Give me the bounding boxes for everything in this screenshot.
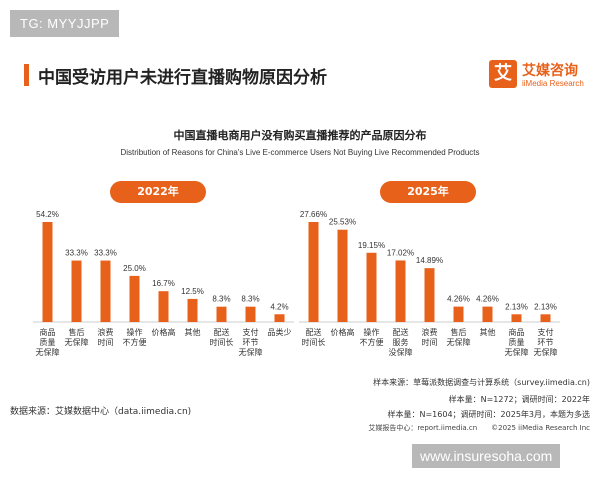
tick-label-1-3: 配送服务没保障 xyxy=(389,327,413,357)
tick-label-0-4: 价格高 xyxy=(152,327,176,337)
data-label-0-3: 25.0% xyxy=(123,264,146,273)
bar-1-4 xyxy=(424,268,435,322)
tick-label-1-6: 其他 xyxy=(480,327,496,337)
page-title: 中国受访用户未进行直播购物原因分析 xyxy=(38,68,327,88)
bar-0-4 xyxy=(158,291,169,322)
tick-label-0-7: 支付环节无保障 xyxy=(239,327,263,357)
panel-label-2025: 2025年 xyxy=(380,181,476,203)
tick-label-1-5: 售后无保障 xyxy=(447,327,471,347)
panel-label-2022: 2022年 xyxy=(110,181,206,203)
tick-label-0-5: 其他 xyxy=(185,327,201,337)
data-label-1-4: 14.89% xyxy=(416,256,443,265)
bar-0-6 xyxy=(216,306,227,322)
tick-label-1-0: 配送时间长 xyxy=(302,327,326,347)
data-label-1-6: 4.26% xyxy=(476,295,499,304)
bar-1-5 xyxy=(453,306,464,322)
bar-0-5 xyxy=(187,298,198,322)
tick-label-0-1: 售后无保障 xyxy=(65,327,89,347)
chart-subtitle: Distribution of Reasons for China's Live… xyxy=(120,148,480,157)
data-source: 数据来源：艾媒数据中心（data.iimedia.cn) xyxy=(10,407,192,417)
sample-size-2022: 样本量：N=1272；调研时间：2022年 xyxy=(448,395,590,404)
tick-label-1-7: 商品质量无保障 xyxy=(505,327,529,357)
data-label-0-5: 12.5% xyxy=(181,287,204,296)
bar-1-3 xyxy=(395,260,406,322)
bar-0-3 xyxy=(129,275,140,322)
logo-text-cn: 艾媒咨询 xyxy=(522,63,578,79)
data-label-0-6: 8.3% xyxy=(212,295,230,304)
bar-0-0 xyxy=(42,222,53,322)
bar-1-6 xyxy=(482,306,493,322)
data-label-0-4: 16.7% xyxy=(152,279,175,288)
tick-label-1-8: 支付环节无保障 xyxy=(534,327,558,357)
tick-label-1-1: 价格高 xyxy=(331,327,355,337)
bar-1-7 xyxy=(511,314,522,322)
title-accent-bar xyxy=(24,64,29,86)
watermark: www.insuresoha.com xyxy=(412,444,561,468)
logo-text-en: iiMedia Research xyxy=(522,79,584,88)
data-label-1-8: 2.13% xyxy=(534,302,557,311)
iimedia-logo-icon: 艾 xyxy=(489,60,517,88)
bar-1-8 xyxy=(540,314,551,322)
data-label-0-1: 33.3% xyxy=(65,249,88,258)
bar-0-7 xyxy=(245,306,256,322)
tick-label-0-3: 操作不方便 xyxy=(123,327,147,347)
sample-source: 样本来源：草莓派数据调查与计算系统（survey.iimedia.cn) xyxy=(373,378,590,387)
data-label-1-1: 25.53% xyxy=(329,218,356,227)
chart-title: 中国直播电商用户没有购买直播推荐的产品原因分布 xyxy=(173,129,427,142)
data-label-0-0: 54.2% xyxy=(36,210,59,219)
data-label-1-2: 19.15% xyxy=(358,241,385,250)
tick-label-0-6: 配送时间长 xyxy=(210,327,234,347)
sample-size-2025: 样本量：N=1604；调研时间：2025年3月，本题为多选 xyxy=(387,410,591,419)
tick-label-1-2: 操作不方便 xyxy=(360,327,384,347)
data-label-1-0: 27.66% xyxy=(300,210,327,219)
tick-label-0-2: 浪费时间 xyxy=(98,327,114,347)
data-label-1-7: 2.13% xyxy=(505,302,528,311)
bar-0-2 xyxy=(100,260,111,322)
bar-1-1 xyxy=(337,229,348,322)
report-footer: 艾媒报告中心：report.iimedia.cn ©2025 iiMedia R… xyxy=(368,424,590,432)
data-label-0-7: 8.3% xyxy=(241,295,259,304)
bar-0-8 xyxy=(274,314,285,322)
data-label-1-5: 4.26% xyxy=(447,295,470,304)
data-label-0-8: 4.2% xyxy=(270,302,288,311)
bar-1-0 xyxy=(308,222,319,322)
bar-1-2 xyxy=(366,252,377,322)
data-label-1-3: 17.02% xyxy=(387,248,414,257)
tick-label-0-8: 品类少 xyxy=(268,327,292,337)
data-label-0-2: 33.3% xyxy=(94,249,117,258)
bar-0-1 xyxy=(71,260,82,322)
tick-label-1-4: 浪费时间 xyxy=(422,327,438,347)
tg-badge: TG: MYYJJPP xyxy=(10,10,120,37)
tick-label-0-0: 商品质量无保障 xyxy=(36,327,60,357)
